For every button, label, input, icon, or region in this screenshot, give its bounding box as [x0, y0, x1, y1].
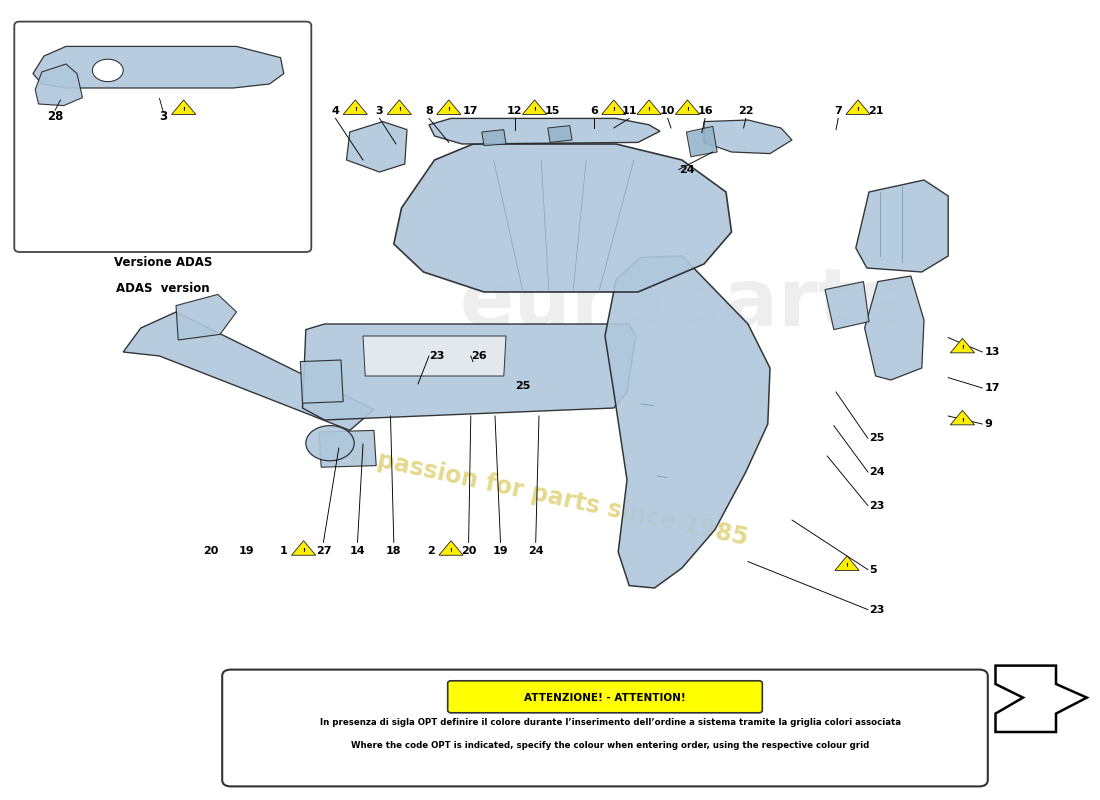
Polygon shape: [996, 666, 1087, 732]
Text: 2: 2: [427, 546, 436, 555]
Polygon shape: [605, 256, 770, 588]
Polygon shape: [346, 122, 407, 172]
Text: 3: 3: [376, 106, 383, 116]
Text: 23: 23: [869, 605, 884, 614]
Text: !: !: [961, 418, 964, 422]
Text: !: !: [534, 107, 536, 112]
Polygon shape: [856, 180, 948, 272]
Text: 20: 20: [204, 546, 219, 555]
Polygon shape: [602, 100, 626, 114]
Text: 13: 13: [984, 347, 1000, 357]
Text: !: !: [448, 107, 450, 112]
Text: 24: 24: [528, 546, 543, 555]
Text: In presenza di sigla OPT definire il colore durante l’inserimento dell’ordine a : In presenza di sigla OPT definire il col…: [320, 718, 901, 727]
Text: Versione ADAS: Versione ADAS: [113, 256, 212, 269]
Polygon shape: [394, 144, 732, 292]
FancyBboxPatch shape: [14, 22, 311, 252]
Text: 23: 23: [869, 501, 884, 510]
Text: 15: 15: [544, 106, 560, 116]
Text: 6: 6: [590, 106, 598, 116]
Polygon shape: [343, 100, 367, 114]
Text: 1: 1: [279, 546, 288, 555]
Text: !: !: [354, 107, 356, 112]
Text: europarts: europarts: [460, 265, 904, 343]
Text: !: !: [686, 107, 689, 112]
Text: Where the code OPT is indicated, specify the colour when entering order, using t: Where the code OPT is indicated, specify…: [351, 741, 870, 750]
Text: 9: 9: [984, 419, 992, 429]
Polygon shape: [176, 294, 236, 340]
Text: 25: 25: [869, 434, 884, 443]
Text: !: !: [857, 107, 859, 112]
Polygon shape: [825, 282, 869, 330]
Text: !: !: [846, 563, 848, 568]
Polygon shape: [123, 312, 374, 430]
Polygon shape: [437, 100, 461, 114]
Text: 23: 23: [429, 351, 444, 361]
Polygon shape: [35, 64, 82, 106]
Circle shape: [92, 59, 123, 82]
Text: 7: 7: [834, 106, 843, 116]
Text: 19: 19: [239, 546, 254, 555]
Text: 5: 5: [869, 565, 877, 574]
Polygon shape: [33, 46, 284, 88]
Polygon shape: [950, 338, 975, 353]
Polygon shape: [522, 100, 547, 114]
Text: 26: 26: [471, 351, 486, 361]
FancyBboxPatch shape: [222, 670, 988, 786]
Text: 12: 12: [507, 106, 522, 116]
Polygon shape: [302, 324, 636, 420]
Polygon shape: [319, 430, 376, 467]
Text: 24: 24: [679, 165, 694, 174]
Polygon shape: [172, 100, 196, 114]
Polygon shape: [224, 712, 264, 736]
Text: 27: 27: [316, 546, 331, 555]
Text: 10: 10: [660, 106, 675, 116]
Polygon shape: [429, 118, 660, 144]
Text: 3: 3: [158, 110, 167, 123]
Circle shape: [306, 426, 354, 461]
Text: ATTENZIONE! - ATTENTION!: ATTENZIONE! - ATTENTION!: [524, 693, 686, 702]
Text: 19: 19: [493, 546, 508, 555]
Text: !: !: [243, 726, 245, 730]
Polygon shape: [300, 360, 343, 403]
Text: 14: 14: [350, 546, 365, 555]
Text: 4: 4: [331, 106, 340, 116]
Text: !: !: [183, 107, 185, 112]
Text: 8: 8: [425, 106, 433, 116]
Text: !: !: [613, 107, 615, 112]
Text: ADAS  version: ADAS version: [116, 282, 210, 295]
Text: A passion for parts since 1985: A passion for parts since 1985: [350, 442, 750, 550]
Text: 20: 20: [461, 546, 476, 555]
Polygon shape: [292, 541, 316, 555]
Text: 25: 25: [515, 381, 530, 390]
Text: 22: 22: [738, 106, 754, 116]
Text: !: !: [450, 548, 452, 553]
Polygon shape: [835, 556, 859, 570]
Text: 21: 21: [868, 106, 883, 116]
Text: !: !: [648, 107, 650, 112]
Polygon shape: [865, 276, 924, 380]
Text: !: !: [302, 548, 305, 553]
Text: 28: 28: [47, 110, 63, 123]
Polygon shape: [686, 126, 717, 157]
Polygon shape: [363, 336, 506, 376]
Polygon shape: [637, 100, 661, 114]
Polygon shape: [950, 410, 975, 425]
Polygon shape: [675, 100, 700, 114]
Text: 24: 24: [869, 467, 884, 477]
Polygon shape: [548, 126, 572, 142]
Polygon shape: [704, 120, 792, 154]
FancyBboxPatch shape: [448, 681, 762, 713]
Text: 17: 17: [984, 383, 1000, 393]
Polygon shape: [387, 100, 411, 114]
Text: 16: 16: [697, 106, 713, 116]
Polygon shape: [439, 541, 463, 555]
Text: !: !: [398, 107, 400, 112]
Text: 11: 11: [621, 106, 637, 116]
Polygon shape: [482, 130, 506, 146]
Text: !: !: [961, 346, 964, 350]
Polygon shape: [846, 100, 870, 114]
Text: 18: 18: [386, 546, 402, 555]
Text: 17: 17: [463, 106, 478, 116]
